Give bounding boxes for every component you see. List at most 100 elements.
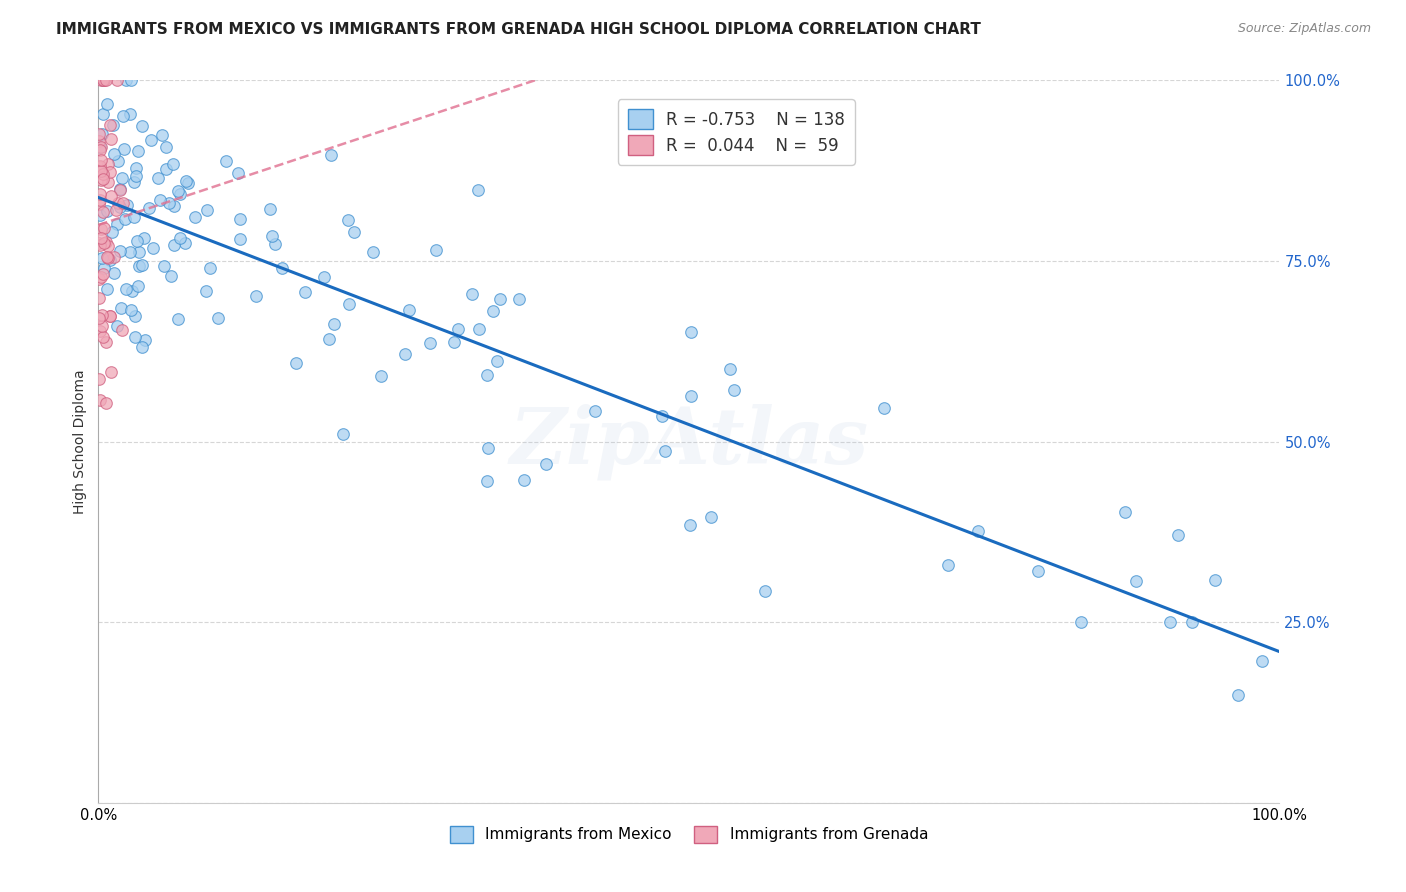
Point xyxy=(90,164,112,178)
Point xyxy=(679,518,702,533)
Point xyxy=(98,118,121,132)
Point xyxy=(114,73,136,87)
Point xyxy=(94,395,117,409)
Point xyxy=(128,259,150,273)
Text: Source: ZipAtlas.com: Source: ZipAtlas.com xyxy=(1237,22,1371,36)
Point xyxy=(321,148,343,162)
Point xyxy=(89,392,111,407)
Point xyxy=(115,198,138,212)
Point xyxy=(94,235,117,249)
Point xyxy=(141,133,163,147)
Point xyxy=(110,171,132,186)
Point xyxy=(654,444,676,458)
Point xyxy=(91,172,114,186)
Point xyxy=(107,195,129,210)
Point xyxy=(111,323,134,337)
Point xyxy=(229,231,252,245)
Point xyxy=(132,231,155,245)
Point xyxy=(583,404,606,418)
Point xyxy=(112,141,135,155)
Point xyxy=(90,269,112,284)
Point xyxy=(447,322,470,336)
Point xyxy=(169,230,191,244)
Point xyxy=(101,118,124,132)
Point xyxy=(485,354,508,368)
Point xyxy=(93,236,115,251)
Point xyxy=(162,156,184,170)
Point xyxy=(89,209,111,223)
Point xyxy=(169,187,191,202)
Point xyxy=(936,558,959,572)
Legend: Immigrants from Mexico, Immigrants from Grenada: Immigrants from Mexico, Immigrants from … xyxy=(444,820,934,849)
Point xyxy=(177,177,200,191)
Point xyxy=(226,166,249,180)
Point xyxy=(124,161,146,175)
Point xyxy=(215,154,238,169)
Point xyxy=(131,340,153,354)
Point xyxy=(1114,505,1136,519)
Point xyxy=(754,584,776,599)
Point xyxy=(167,184,190,198)
Point xyxy=(91,205,114,219)
Point xyxy=(90,251,112,265)
Point xyxy=(91,267,114,281)
Point xyxy=(131,258,153,272)
Y-axis label: High School Diploma: High School Diploma xyxy=(73,369,87,514)
Point xyxy=(89,193,111,207)
Point xyxy=(245,289,267,303)
Point xyxy=(91,73,114,87)
Point xyxy=(332,427,354,442)
Text: ZipAtlas: ZipAtlas xyxy=(509,403,869,480)
Point xyxy=(97,239,120,253)
Point xyxy=(87,271,110,285)
Point xyxy=(370,369,392,384)
Point xyxy=(285,356,308,370)
Point xyxy=(98,165,121,179)
Point xyxy=(534,457,557,471)
Point xyxy=(718,362,741,376)
Point xyxy=(700,510,723,524)
Point xyxy=(103,250,125,264)
Point xyxy=(1181,615,1204,629)
Point xyxy=(475,474,498,488)
Point xyxy=(97,156,120,170)
Point xyxy=(96,334,118,349)
Point xyxy=(323,317,346,331)
Point xyxy=(467,183,489,197)
Point xyxy=(89,238,111,252)
Point xyxy=(110,301,132,316)
Point xyxy=(138,201,160,215)
Point xyxy=(103,147,125,161)
Point xyxy=(96,282,118,296)
Point xyxy=(87,235,110,250)
Point xyxy=(107,154,129,169)
Point xyxy=(461,287,484,301)
Point xyxy=(118,107,141,121)
Point xyxy=(91,318,114,333)
Point xyxy=(90,140,112,154)
Point xyxy=(96,250,118,264)
Point xyxy=(337,297,360,311)
Point xyxy=(89,173,111,187)
Point xyxy=(195,203,218,218)
Point xyxy=(91,107,114,121)
Point xyxy=(398,303,420,318)
Point xyxy=(89,127,111,141)
Point xyxy=(87,310,110,325)
Point xyxy=(125,169,148,183)
Point xyxy=(1250,654,1272,668)
Point xyxy=(198,260,221,275)
Point xyxy=(157,195,180,210)
Point xyxy=(475,368,498,383)
Point xyxy=(1204,573,1226,587)
Point xyxy=(1167,528,1189,542)
Point xyxy=(87,291,110,305)
Point xyxy=(294,285,316,300)
Point xyxy=(122,175,145,189)
Point xyxy=(127,278,149,293)
Point xyxy=(873,401,896,415)
Point xyxy=(363,245,385,260)
Point xyxy=(1227,689,1250,703)
Point xyxy=(146,170,169,185)
Point xyxy=(1159,615,1181,630)
